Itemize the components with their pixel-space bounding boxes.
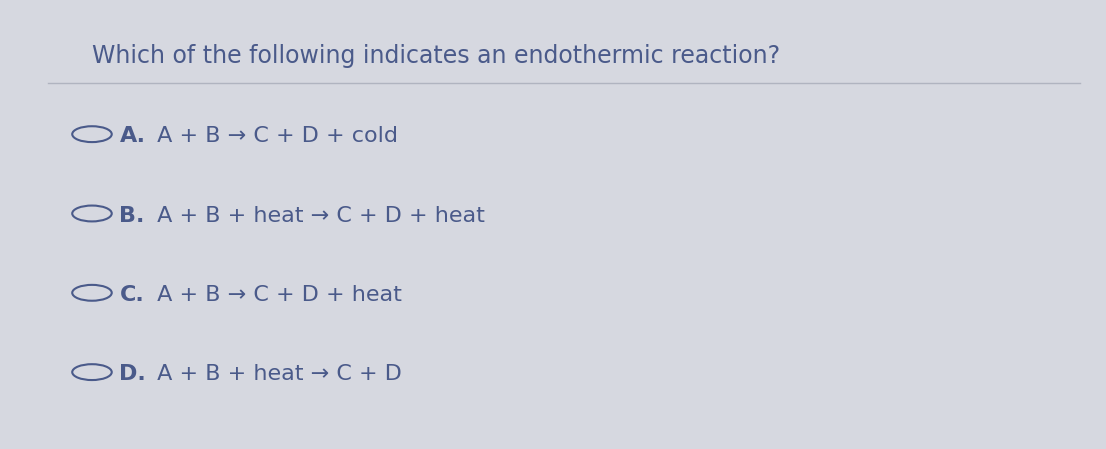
Text: Which of the following indicates an endothermic reaction?: Which of the following indicates an endo… [92, 44, 780, 68]
Text: A.: A. [119, 126, 145, 146]
Text: D.: D. [119, 364, 146, 384]
Text: A + B + heat → C + D + heat: A + B + heat → C + D + heat [150, 206, 486, 226]
Text: A + B → C + D + heat: A + B → C + D + heat [150, 285, 403, 305]
Text: A + B → C + D + cold: A + B → C + D + cold [150, 126, 398, 146]
Text: C.: C. [119, 285, 144, 305]
Text: A + B + heat → C + D: A + B + heat → C + D [150, 364, 403, 384]
Text: B.: B. [119, 206, 145, 226]
